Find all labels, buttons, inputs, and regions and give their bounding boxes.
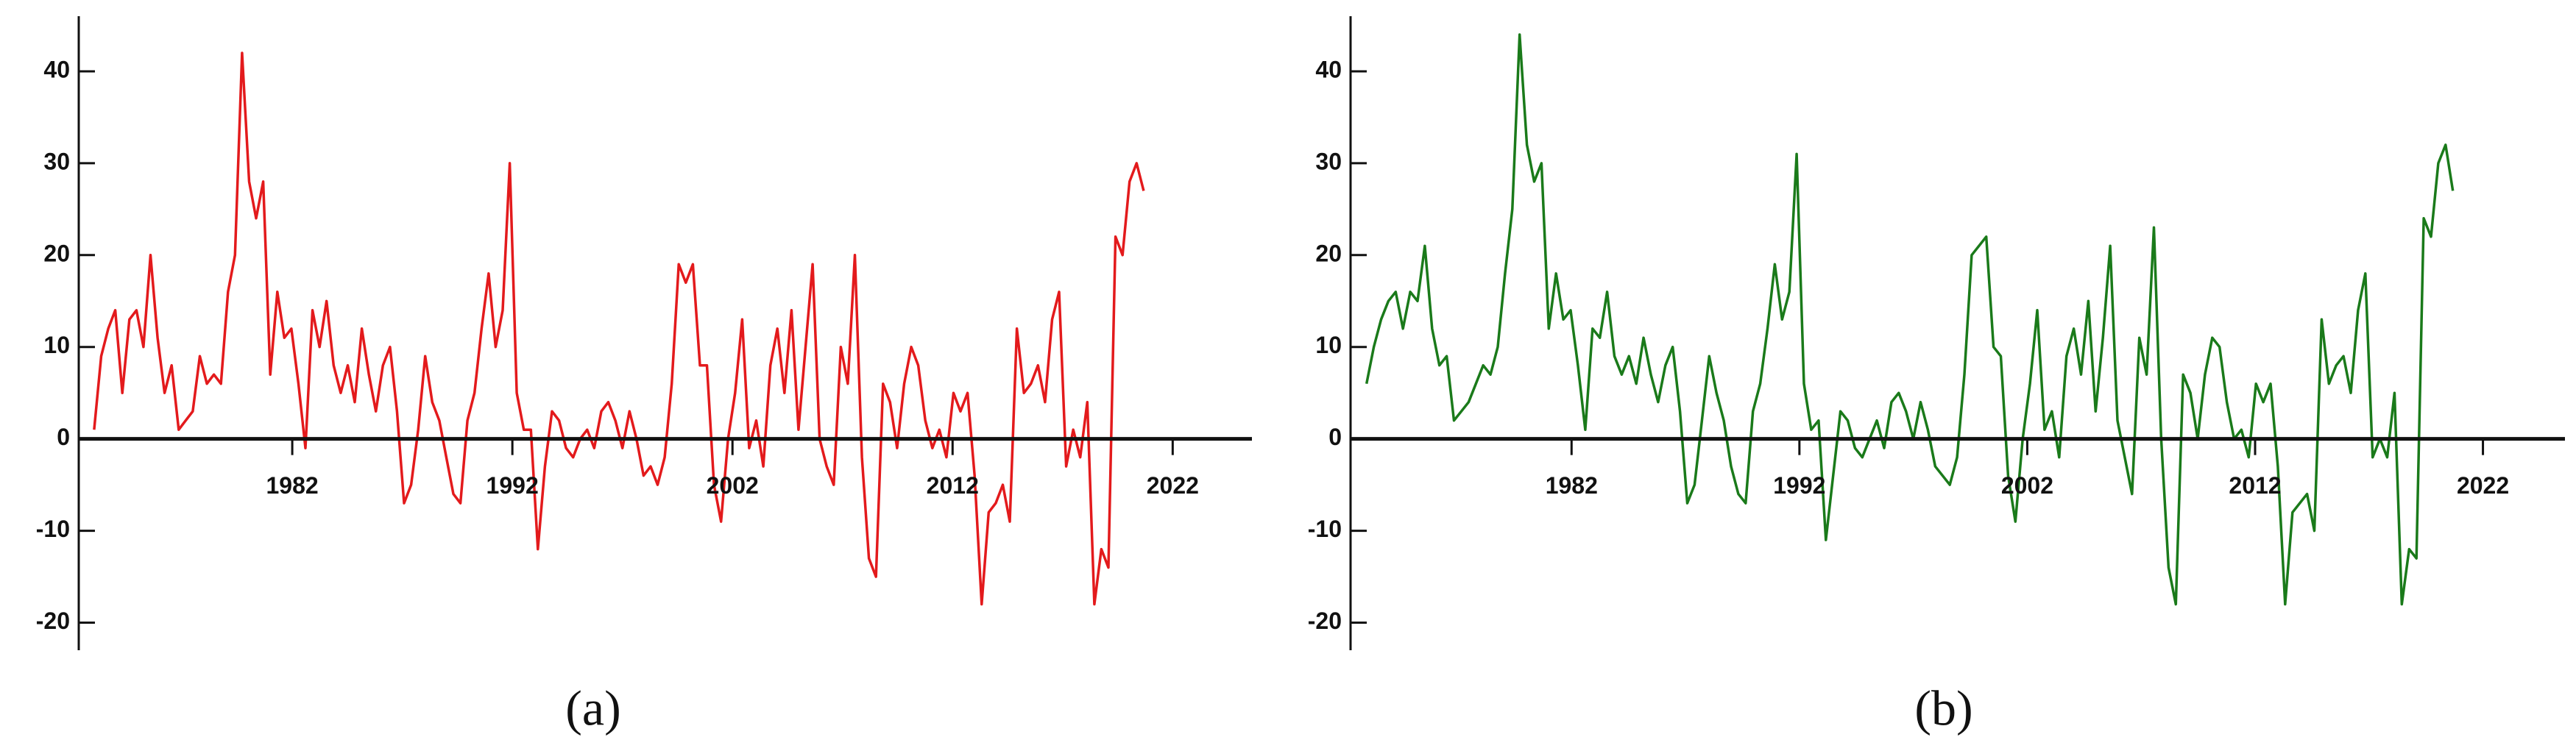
data-line — [93, 51, 1145, 606]
x-tick-label: 2012 — [927, 472, 979, 499]
x-tick-label: 2002 — [2001, 472, 2053, 499]
x-tick-label: 1982 — [266, 472, 318, 499]
x-tick-label: 2012 — [2229, 472, 2281, 499]
data-line — [1365, 33, 2455, 606]
x-tick-label: 1992 — [486, 472, 539, 499]
y-tick-label: -10 — [36, 516, 70, 542]
y-tick-label: 20 — [1315, 240, 1342, 266]
caption: (a) — [565, 680, 620, 736]
x-tick-label: 2002 — [707, 472, 759, 499]
y-tick-label: 0 — [1328, 424, 1342, 450]
x-tick-label: 1982 — [1546, 472, 1598, 499]
y-tick-label: -20 — [1308, 608, 1342, 634]
y-tick-label: 0 — [57, 424, 70, 450]
y-tick-label: 30 — [1315, 148, 1342, 174]
x-tick-label: 2022 — [1147, 472, 1199, 499]
y-tick-label: 40 — [1315, 56, 1342, 82]
y-tick-label: -20 — [36, 608, 70, 634]
x-tick-label: 2022 — [2457, 472, 2509, 499]
y-tick-label: 40 — [43, 56, 70, 82]
y-tick-label: 20 — [43, 240, 70, 266]
y-tick-label: 10 — [1315, 332, 1342, 358]
caption: (b) — [1914, 680, 1972, 736]
x-tick-label: 1992 — [1773, 472, 1825, 499]
y-tick-label: 10 — [43, 332, 70, 358]
y-tick-label: -10 — [1308, 516, 1342, 542]
y-tick-label: 30 — [43, 148, 70, 174]
